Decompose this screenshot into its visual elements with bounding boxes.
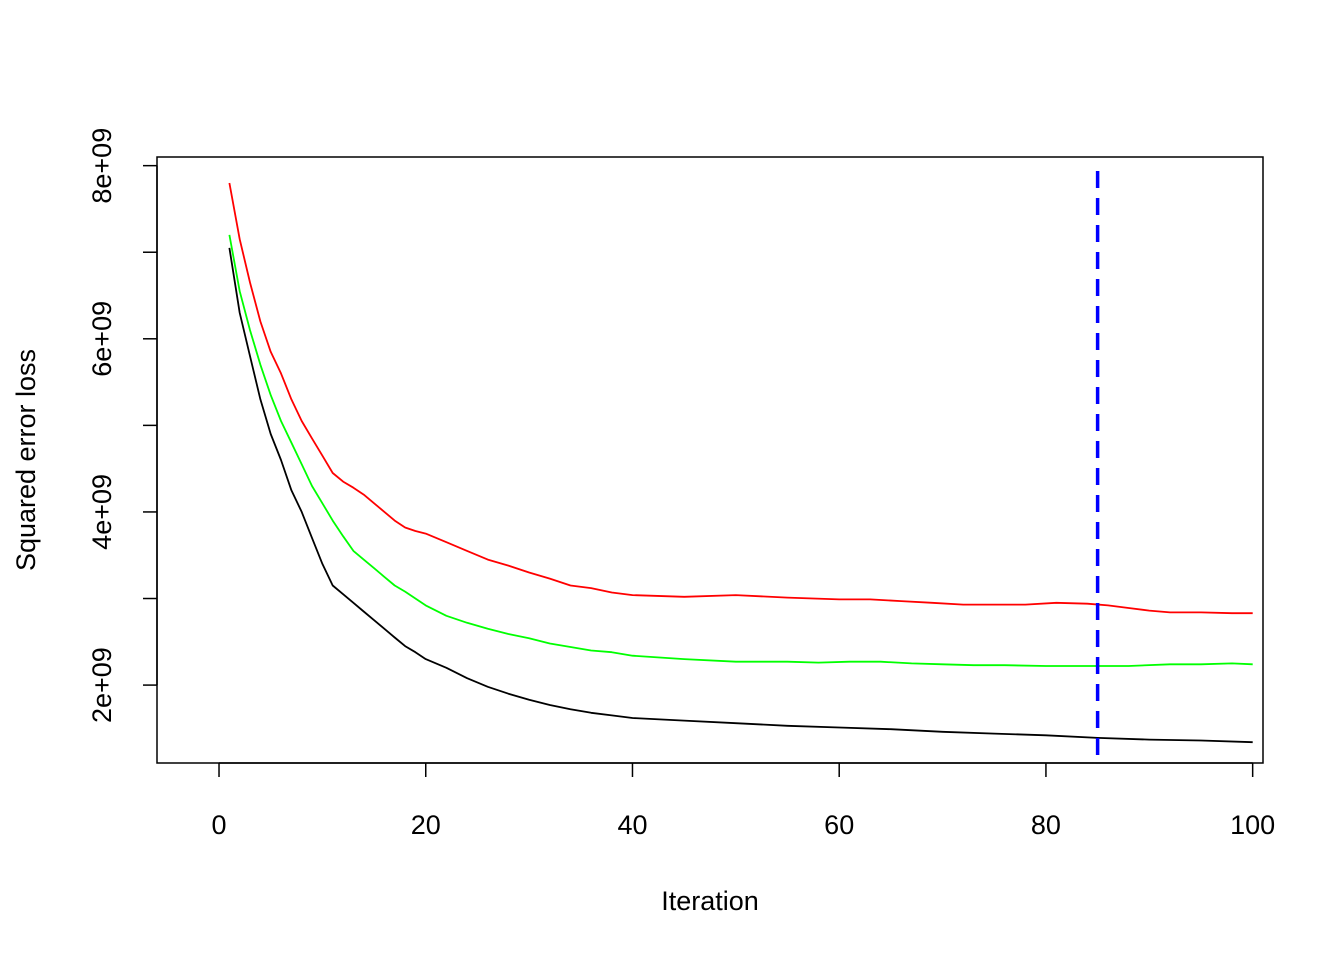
- y-axis-title: Squared error loss: [11, 349, 41, 571]
- y-tick-label: 8e+09: [87, 128, 117, 204]
- y-axis: 2e+09 4e+09 6e+09 8e+09: [87, 128, 158, 723]
- x-axis: 0 20 40 60 80 100: [212, 762, 1275, 840]
- x-tick-label: 60: [824, 810, 854, 840]
- x-tick-label: 40: [617, 810, 647, 840]
- x-tick-label: 80: [1031, 810, 1061, 840]
- series-line-2: [228, 247, 1253, 744]
- x-tick-label: 0: [212, 810, 227, 840]
- series-line-1: [228, 234, 1253, 667]
- series-line-0: [228, 182, 1253, 615]
- y-tick-label: 6e+09: [87, 301, 117, 377]
- series-lines: [228, 182, 1253, 744]
- x-tick-label: 100: [1230, 810, 1275, 840]
- y-tick-label: 4e+09: [87, 474, 117, 550]
- x-axis-title: Iteration: [661, 886, 759, 916]
- y-tick-label: 2e+09: [87, 647, 117, 723]
- x-tick-label: 20: [411, 810, 441, 840]
